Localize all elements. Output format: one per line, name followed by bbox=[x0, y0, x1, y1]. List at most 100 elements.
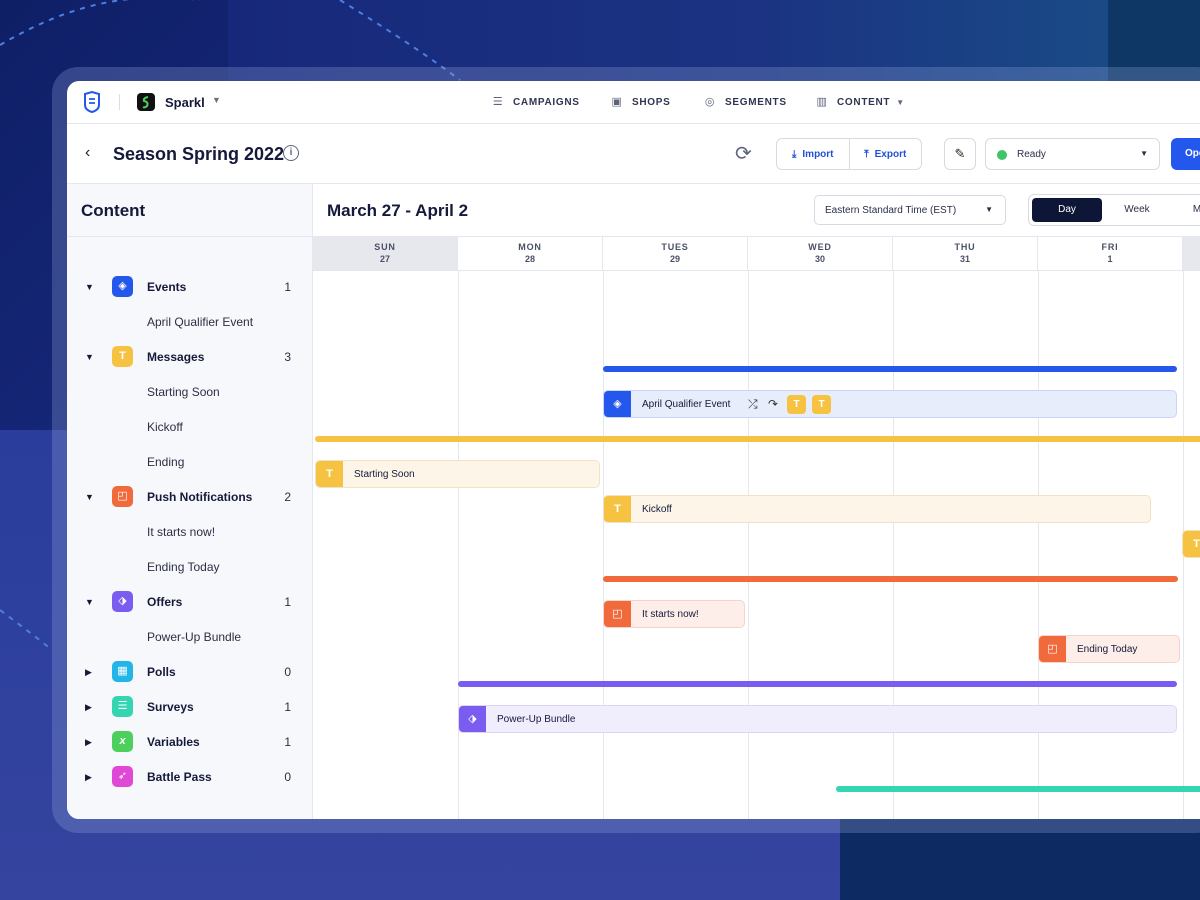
surveys-group-bar[interactable] bbox=[836, 786, 1200, 792]
event-ending-today[interactable]: ◰ Ending Today bbox=[1038, 635, 1180, 663]
sidebar-item-starting-soon[interactable]: Starting Soon bbox=[67, 376, 313, 411]
nav-divider bbox=[119, 94, 120, 110]
day-name: MON bbox=[518, 242, 542, 252]
event-april-qualifier[interactable]: ◈ April Qualifier Event ⤮ ↷ T T bbox=[603, 390, 1177, 418]
page-title: Season Spring 2022 bbox=[113, 144, 285, 164]
status-select[interactable]: Ready ▼ bbox=[985, 138, 1160, 170]
grid-line bbox=[748, 271, 749, 819]
sidebar-item-ending[interactable]: Ending bbox=[67, 446, 313, 481]
sidebar-group-push-notifications[interactable]: ▼ ◰ Push Notifications 2 bbox=[67, 481, 313, 516]
caret-down-icon[interactable]: ▼ bbox=[85, 352, 94, 362]
caret-down-icon[interactable]: ▼ bbox=[85, 597, 94, 607]
event-power-up-bundle[interactable]: ⬗ Power-Up Bundle bbox=[458, 705, 1177, 733]
sidebar-group-count: 2 bbox=[284, 490, 291, 504]
nav-shops[interactable]: ▣ SHOPS bbox=[611, 96, 671, 108]
view-week-button[interactable]: Week bbox=[1124, 204, 1150, 215]
import-button[interactable]: ⤓ Import bbox=[777, 139, 849, 169]
day-name: TUES bbox=[661, 242, 689, 252]
text-icon[interactable]: T bbox=[787, 395, 806, 414]
nav-content-label: CONTENT bbox=[837, 96, 891, 108]
caret-down-icon[interactable]: ▼ bbox=[85, 492, 94, 502]
caret-right-icon[interactable]: ▶ bbox=[85, 737, 92, 747]
day-name: WED bbox=[808, 242, 832, 252]
sidebar-item-power-up-bundle[interactable]: Power-Up Bundle bbox=[67, 621, 313, 656]
sidebar-group-battle-pass[interactable]: ▶ ➶ Battle Pass 0 bbox=[67, 761, 313, 796]
events-group-bar[interactable] bbox=[603, 366, 1177, 372]
nav-campaigns[interactable]: ☰ CAMPAIGNS bbox=[492, 96, 580, 108]
chevron-down-icon: ▼ bbox=[896, 97, 905, 107]
sidebar-item-april-qualifier-event[interactable]: April Qualifier Event bbox=[67, 306, 313, 341]
sidebar-item-it-starts-now[interactable]: It starts now! bbox=[67, 516, 313, 551]
event-label: It starts now! bbox=[642, 609, 699, 620]
caret-right-icon[interactable]: ▶ bbox=[85, 702, 92, 712]
event-starting-soon[interactable]: T Starting Soon bbox=[315, 460, 600, 488]
app-window: Sparkl ▼ ☰ CAMPAIGNS ▣ SHOPS ◎ SEGMENTS … bbox=[67, 81, 1200, 819]
sidebar-group-surveys[interactable]: ▶ ☰ Surveys 1 bbox=[67, 691, 313, 726]
text-icon: T bbox=[604, 496, 631, 522]
sliders-icon: ☰ bbox=[492, 96, 504, 108]
push-notifications-group-bar[interactable] bbox=[603, 576, 1178, 582]
messages-group-bar[interactable] bbox=[315, 436, 1200, 442]
upload-icon: ⤒ bbox=[864, 148, 869, 160]
list-icon: ☰ bbox=[112, 696, 133, 717]
primary-action-button[interactable]: Ope bbox=[1171, 138, 1200, 170]
timezone-value: Eastern Standard Time (EST) bbox=[825, 205, 957, 216]
timezone-select[interactable]: Eastern Standard Time (EST) ▼ bbox=[814, 195, 1006, 225]
chevron-down-icon[interactable]: ▼ bbox=[212, 95, 221, 105]
refresh-icon[interactable]: ⟳ bbox=[735, 143, 752, 165]
target-icon: ◎ bbox=[704, 96, 716, 108]
sidebar-group-offers[interactable]: ▼ ⬗ Offers 1 bbox=[67, 586, 313, 621]
brand-logo-icon[interactable] bbox=[83, 91, 101, 113]
caret-down-icon[interactable]: ▼ bbox=[85, 282, 94, 292]
grid-line bbox=[1038, 271, 1039, 819]
day-number: 29 bbox=[669, 254, 680, 264]
export-button[interactable]: ⤒ Export bbox=[848, 139, 922, 169]
grid-line bbox=[603, 271, 604, 819]
sidebar-item-kickoff[interactable]: Kickoff bbox=[67, 411, 313, 446]
event-kickoff[interactable]: T Kickoff bbox=[603, 495, 1151, 523]
view-day-button[interactable]: Day bbox=[1032, 198, 1102, 222]
download-icon: ⤓ bbox=[791, 148, 797, 160]
sidebar-item-label: Power-Up Bundle bbox=[147, 630, 242, 644]
event-ending-partial[interactable]: T bbox=[1182, 530, 1200, 558]
day-number: 30 bbox=[814, 254, 825, 264]
day-number: 28 bbox=[524, 254, 535, 264]
day-number: 27 bbox=[379, 254, 390, 264]
day-header-thu: THU 31 bbox=[893, 237, 1038, 271]
page-header: ‹ Season Spring 2022 i ⟳ ⤓ Import ⤒ Expo… bbox=[67, 124, 1200, 184]
sidebar-item-label: Ending bbox=[147, 455, 185, 469]
sidebar-group-count: 1 bbox=[284, 700, 291, 714]
sidebar-group-label: Offers bbox=[147, 595, 183, 609]
back-arrow-icon[interactable]: ‹ bbox=[85, 144, 91, 161]
app-switcher-label[interactable]: Sparkl bbox=[165, 95, 205, 110]
sidebar-item-label: Starting Soon bbox=[147, 385, 220, 399]
app-icon[interactable] bbox=[137, 93, 155, 111]
day-header-sat-partial bbox=[1183, 237, 1200, 271]
edit-button[interactable]: ✎ bbox=[944, 138, 976, 170]
caret-right-icon[interactable]: ▶ bbox=[85, 667, 92, 677]
sidebar-group-count: 1 bbox=[284, 595, 291, 609]
import-export-group: ⤓ Import ⤒ Export bbox=[776, 138, 922, 170]
sidebar-item-label: Kickoff bbox=[147, 420, 183, 434]
rocket-icon: ➶ bbox=[112, 766, 133, 787]
sidebar-item-ending-today[interactable]: Ending Today bbox=[67, 551, 313, 586]
day-header-fri: FRI 1 bbox=[1038, 237, 1183, 271]
text-icon[interactable]: T bbox=[812, 395, 831, 414]
event-it-starts-now[interactable]: ◰ It starts now! bbox=[603, 600, 745, 628]
top-navigation: Sparkl ▼ ☰ CAMPAIGNS ▣ SHOPS ◎ SEGMENTS … bbox=[67, 81, 1200, 124]
view-month-button[interactable]: M bbox=[1192, 204, 1200, 215]
event-label: Ending Today bbox=[1077, 644, 1138, 655]
caret-right-icon[interactable]: ▶ bbox=[85, 772, 92, 782]
variable-icon: x bbox=[112, 731, 133, 752]
day-name: SUN bbox=[374, 242, 396, 252]
sidebar-group-variables[interactable]: ▶ x Variables 1 bbox=[67, 726, 313, 761]
info-icon[interactable]: i bbox=[283, 145, 299, 161]
nav-content[interactable]: ▥ CONTENT ▼ bbox=[816, 96, 905, 108]
offers-group-bar[interactable] bbox=[458, 681, 1177, 687]
sidebar-group-events[interactable]: ▼ ◈ Events 1 bbox=[67, 271, 313, 306]
sidebar-group-messages[interactable]: ▼ T Messages 3 bbox=[67, 341, 313, 376]
nav-segments[interactable]: ◎ SEGMENTS bbox=[704, 96, 787, 108]
text-icon: T bbox=[1183, 531, 1200, 557]
sidebar-group-polls[interactable]: ▶ ▦ Polls 0 bbox=[67, 656, 313, 691]
